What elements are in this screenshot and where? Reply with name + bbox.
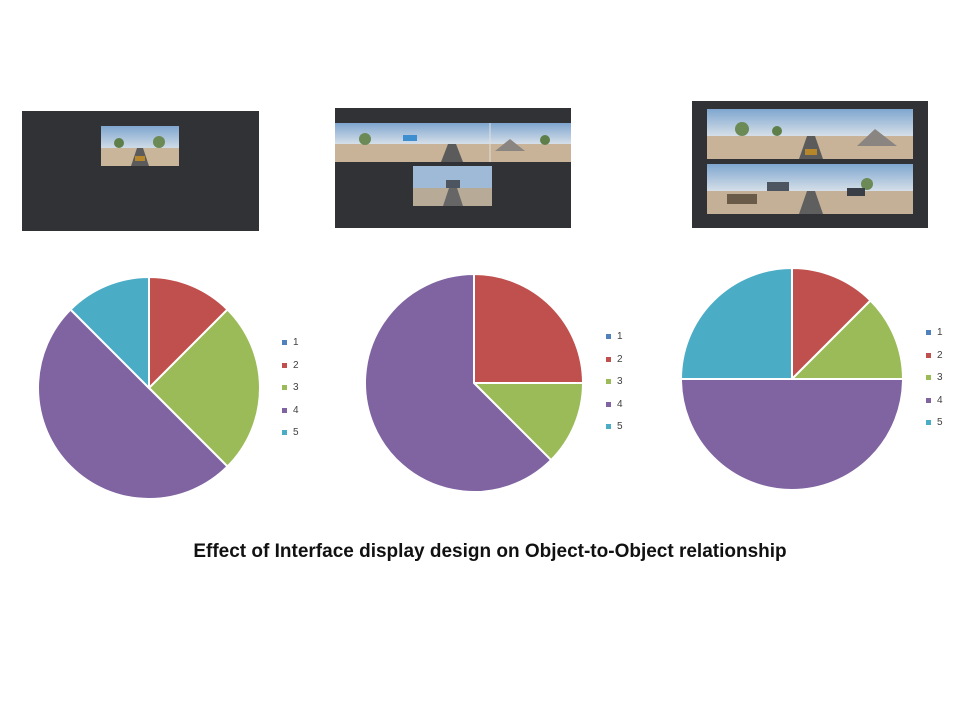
pie-slice-2 bbox=[473, 272, 585, 384]
pie-chart-3-legend: 1 2 3 4 5 bbox=[926, 327, 956, 437]
camera-view-panorama bbox=[335, 123, 571, 162]
legend-swatch bbox=[926, 330, 931, 335]
figure-caption: Effect of Interface display design on Ob… bbox=[193, 541, 787, 562]
legend-item: 2 bbox=[606, 354, 623, 365]
legend-label: 2 bbox=[617, 353, 623, 365]
legend-label: 4 bbox=[293, 404, 299, 416]
legend-item: 4 bbox=[606, 399, 623, 410]
legend-label: 3 bbox=[937, 372, 943, 383]
legend-label: 4 bbox=[937, 394, 943, 406]
legend-swatch bbox=[926, 420, 931, 425]
legend-item: 1 bbox=[926, 327, 943, 338]
legend-item: 3 bbox=[282, 382, 299, 393]
legend-item: 5 bbox=[282, 427, 299, 438]
legend-swatch bbox=[926, 375, 931, 380]
legend-label: 3 bbox=[293, 382, 299, 393]
legend-item: 4 bbox=[926, 395, 943, 406]
pie-chart-2-legend: 1 2 3 4 5 bbox=[606, 331, 636, 441]
legend-item: 2 bbox=[282, 360, 299, 371]
legend-item: 4 bbox=[282, 405, 299, 416]
camera-view-rear bbox=[413, 166, 492, 206]
legend-swatch bbox=[282, 407, 287, 413]
legend-label: 2 bbox=[293, 359, 299, 371]
pie-slice-2 bbox=[148, 275, 229, 391]
legend-label: 1 bbox=[293, 337, 299, 348]
legend-swatch bbox=[606, 334, 611, 339]
legend-label: 5 bbox=[617, 421, 623, 432]
legend-item: 5 bbox=[606, 421, 623, 432]
legend-item: 2 bbox=[926, 350, 943, 361]
interface-display-thumbnail-2 bbox=[335, 108, 571, 228]
pie-slice-4 bbox=[679, 378, 905, 491]
pie-slice-3 bbox=[147, 308, 261, 468]
legend-swatch bbox=[606, 424, 611, 429]
legend-swatch bbox=[282, 340, 287, 345]
pie-slice-3 bbox=[471, 382, 585, 462]
legend-item: 3 bbox=[926, 372, 943, 383]
legend-item: 1 bbox=[282, 337, 299, 348]
pie-chart-1 bbox=[36, 275, 262, 501]
legend-swatch bbox=[282, 385, 287, 390]
camera-view-rear-panorama bbox=[707, 164, 913, 214]
interface-display-thumbnail-3 bbox=[692, 101, 928, 228]
legend-swatch bbox=[926, 397, 931, 403]
legend-swatch bbox=[606, 356, 611, 362]
legend-swatch bbox=[606, 379, 611, 384]
legend-label: 3 bbox=[617, 376, 623, 387]
legend-label: 4 bbox=[617, 398, 623, 410]
camera-view-image bbox=[101, 126, 179, 166]
legend-item: 1 bbox=[606, 331, 623, 342]
legend-label: 5 bbox=[937, 417, 943, 428]
legend-label: 1 bbox=[937, 327, 943, 338]
legend-item: 3 bbox=[606, 376, 623, 387]
pie-slice-5 bbox=[679, 266, 793, 380]
legend-label: 1 bbox=[617, 331, 623, 342]
pie-chart-2 bbox=[363, 272, 585, 494]
pie-chart-3 bbox=[679, 266, 905, 492]
legend-swatch bbox=[606, 401, 611, 407]
pie-slice-5 bbox=[69, 275, 150, 391]
legend-swatch bbox=[282, 430, 287, 435]
legend-swatch bbox=[926, 352, 931, 358]
pie-slice-3 bbox=[789, 299, 905, 380]
camera-view-front-panorama bbox=[707, 109, 913, 159]
legend-item: 5 bbox=[926, 417, 943, 428]
pie-slice-2 bbox=[791, 266, 872, 382]
pie-chart-1-legend: 1 2 3 4 5 bbox=[282, 337, 312, 447]
legend-label: 2 bbox=[937, 349, 943, 361]
legend-swatch bbox=[282, 362, 287, 368]
pie-slice-4 bbox=[364, 272, 553, 493]
legend-label: 5 bbox=[293, 427, 299, 438]
pie-slice-4 bbox=[37, 308, 229, 500]
interface-display-thumbnail-1 bbox=[22, 111, 259, 231]
